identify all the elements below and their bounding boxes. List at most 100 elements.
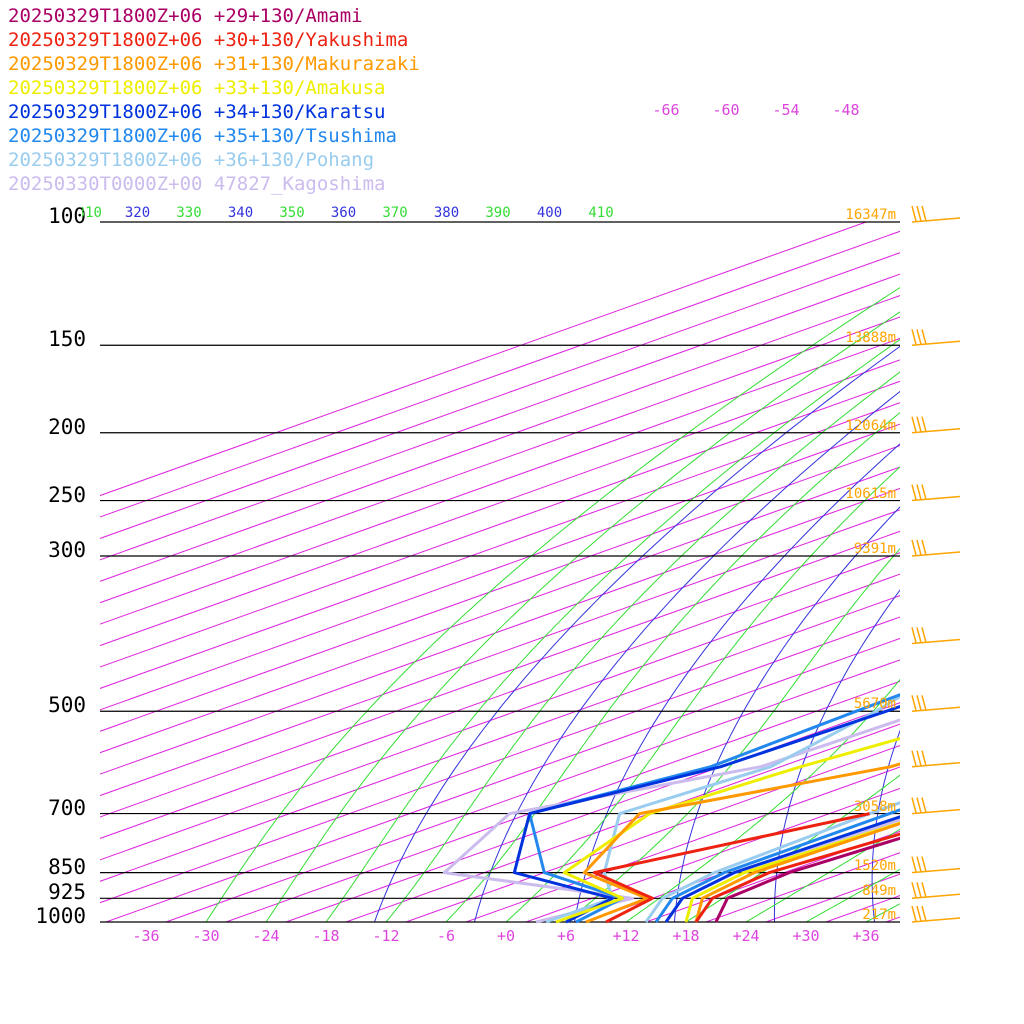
wind-barb [911,484,961,502]
theta-label: 330 [176,205,202,221]
isotherm-line [100,316,900,604]
isotherm-line [105,637,900,922]
temperature-tick-label: -30 [192,927,220,945]
isotherm-line [345,723,900,922]
temperature-tick-label: -36 [132,927,160,945]
isotherm-line [100,573,900,861]
theta-label: 410 [588,205,614,221]
isotherm-line [100,487,900,775]
wind-barb [911,695,961,713]
pressure-label: 1000 [35,904,86,928]
height-label: 10615m [845,485,896,502]
temperature-line [694,832,900,923]
dewpoint-line [528,693,900,924]
wind-barb [911,539,961,557]
wind-barb [911,750,961,768]
isotherm-line [885,916,900,922]
isotherm-line [100,445,900,732]
pressure-label: 850 [48,854,86,879]
theta-label: 360 [330,205,357,221]
isotherm-line [100,595,900,882]
legend-entry: 20250329T1800Z+06 +33+130/Amakusa [8,77,386,99]
theta-label: 310 [82,206,102,220]
pressure-label: 700 [48,795,86,820]
isotherm-line [225,680,900,922]
legend-entry: 20250329T1800Z+06 +36+130/Pohang [8,149,375,171]
wind-barb [911,905,961,923]
temperature-line [644,801,900,923]
theta-label: 320 [124,205,151,221]
wind-barb [911,329,961,347]
upper-temperature-label: -66 [652,101,680,119]
isotherm-line [100,252,900,539]
pressure-label: 200 [48,414,86,439]
dewpoint-line [512,704,900,924]
theta-label: 350 [279,205,305,221]
isotherm-line [100,273,900,561]
legend-entry: 20250329T1800Z+06 +31+130/Makurazaki [8,53,420,75]
moist-adiabat-line [385,371,900,922]
theta-label: 380 [433,205,460,221]
isotherm-line [100,616,900,904]
upper-temperature-label: -48 [832,101,860,119]
wind-barb [911,856,961,874]
upper-temperature-label: -60 [712,101,740,119]
pressure-label: 150 [48,327,86,352]
temperature-line [654,808,900,923]
isotherm-line [100,466,900,754]
isotherm-line [585,809,900,922]
dewpoint-line [592,812,870,924]
temperature-tick-label: +12 [612,927,640,945]
moist-adiabat-line [745,828,900,922]
isotherm-line [100,530,900,818]
temperature-line [694,821,900,923]
temperature-tick-label: +24 [732,927,760,945]
dewpoint-line [555,736,900,924]
dry-adiabat-line [967,222,1024,922]
wind-barb [911,205,961,223]
wind-barb [911,627,961,645]
moist-adiabat-line [805,868,900,922]
pressure-label: 100 [48,204,86,228]
wind-barb [911,416,961,434]
height-label: 1520m [853,857,896,874]
isotherm-line [100,552,900,839]
isotherm-line [100,337,900,625]
moist-adiabat-line [505,466,900,922]
temperature-line [714,836,900,923]
legend-entry: 20250330T0000Z+00 47827_Kagoshima [8,173,386,195]
temperature-tick-label: -6 [436,927,456,945]
moist-adiabat-line [325,338,900,922]
pressure-label: 250 [48,482,86,507]
temperature-tick-label: +0 [496,927,516,945]
pressure-label: 300 [48,537,86,562]
pressure-label: 500 [48,693,86,718]
temperature-tick-label: +36 [852,927,880,945]
temperature-tick-label: +30 [792,927,820,945]
legend-entry: 20250329T1800Z+06 +35+130/Tsushima [8,125,397,147]
upper-temperature-label: -54 [772,101,800,119]
temperature-tick-label: +6 [556,927,576,945]
height-label: 3058m [853,798,896,815]
isotherm-line [645,830,900,922]
isotherm-line [525,787,900,922]
height-label: 849m [862,883,896,900]
theta-label: 390 [485,205,511,221]
isotherm-line [100,295,900,582]
height-label: 16347m [845,207,896,223]
dry-adiabat-line [474,390,900,922]
isotherm-line [405,745,900,922]
temperature-tick-label: +18 [672,927,700,945]
height-label: 217m [862,907,896,923]
dewpoint-line [582,762,900,924]
temperature-line [664,815,900,923]
isotherm-line [100,230,900,518]
isotherm-line [465,766,900,922]
moist-adiabat-line [625,678,900,922]
isotherm-line [1006,222,1024,922]
isotherm-line [165,659,900,922]
dewpoint-line [442,718,900,924]
theta-label: 370 [382,205,408,221]
temperature-tick-label: -18 [312,927,340,945]
legend-entry: 20250329T1800Z+06 +29+130/Amami [8,5,363,27]
